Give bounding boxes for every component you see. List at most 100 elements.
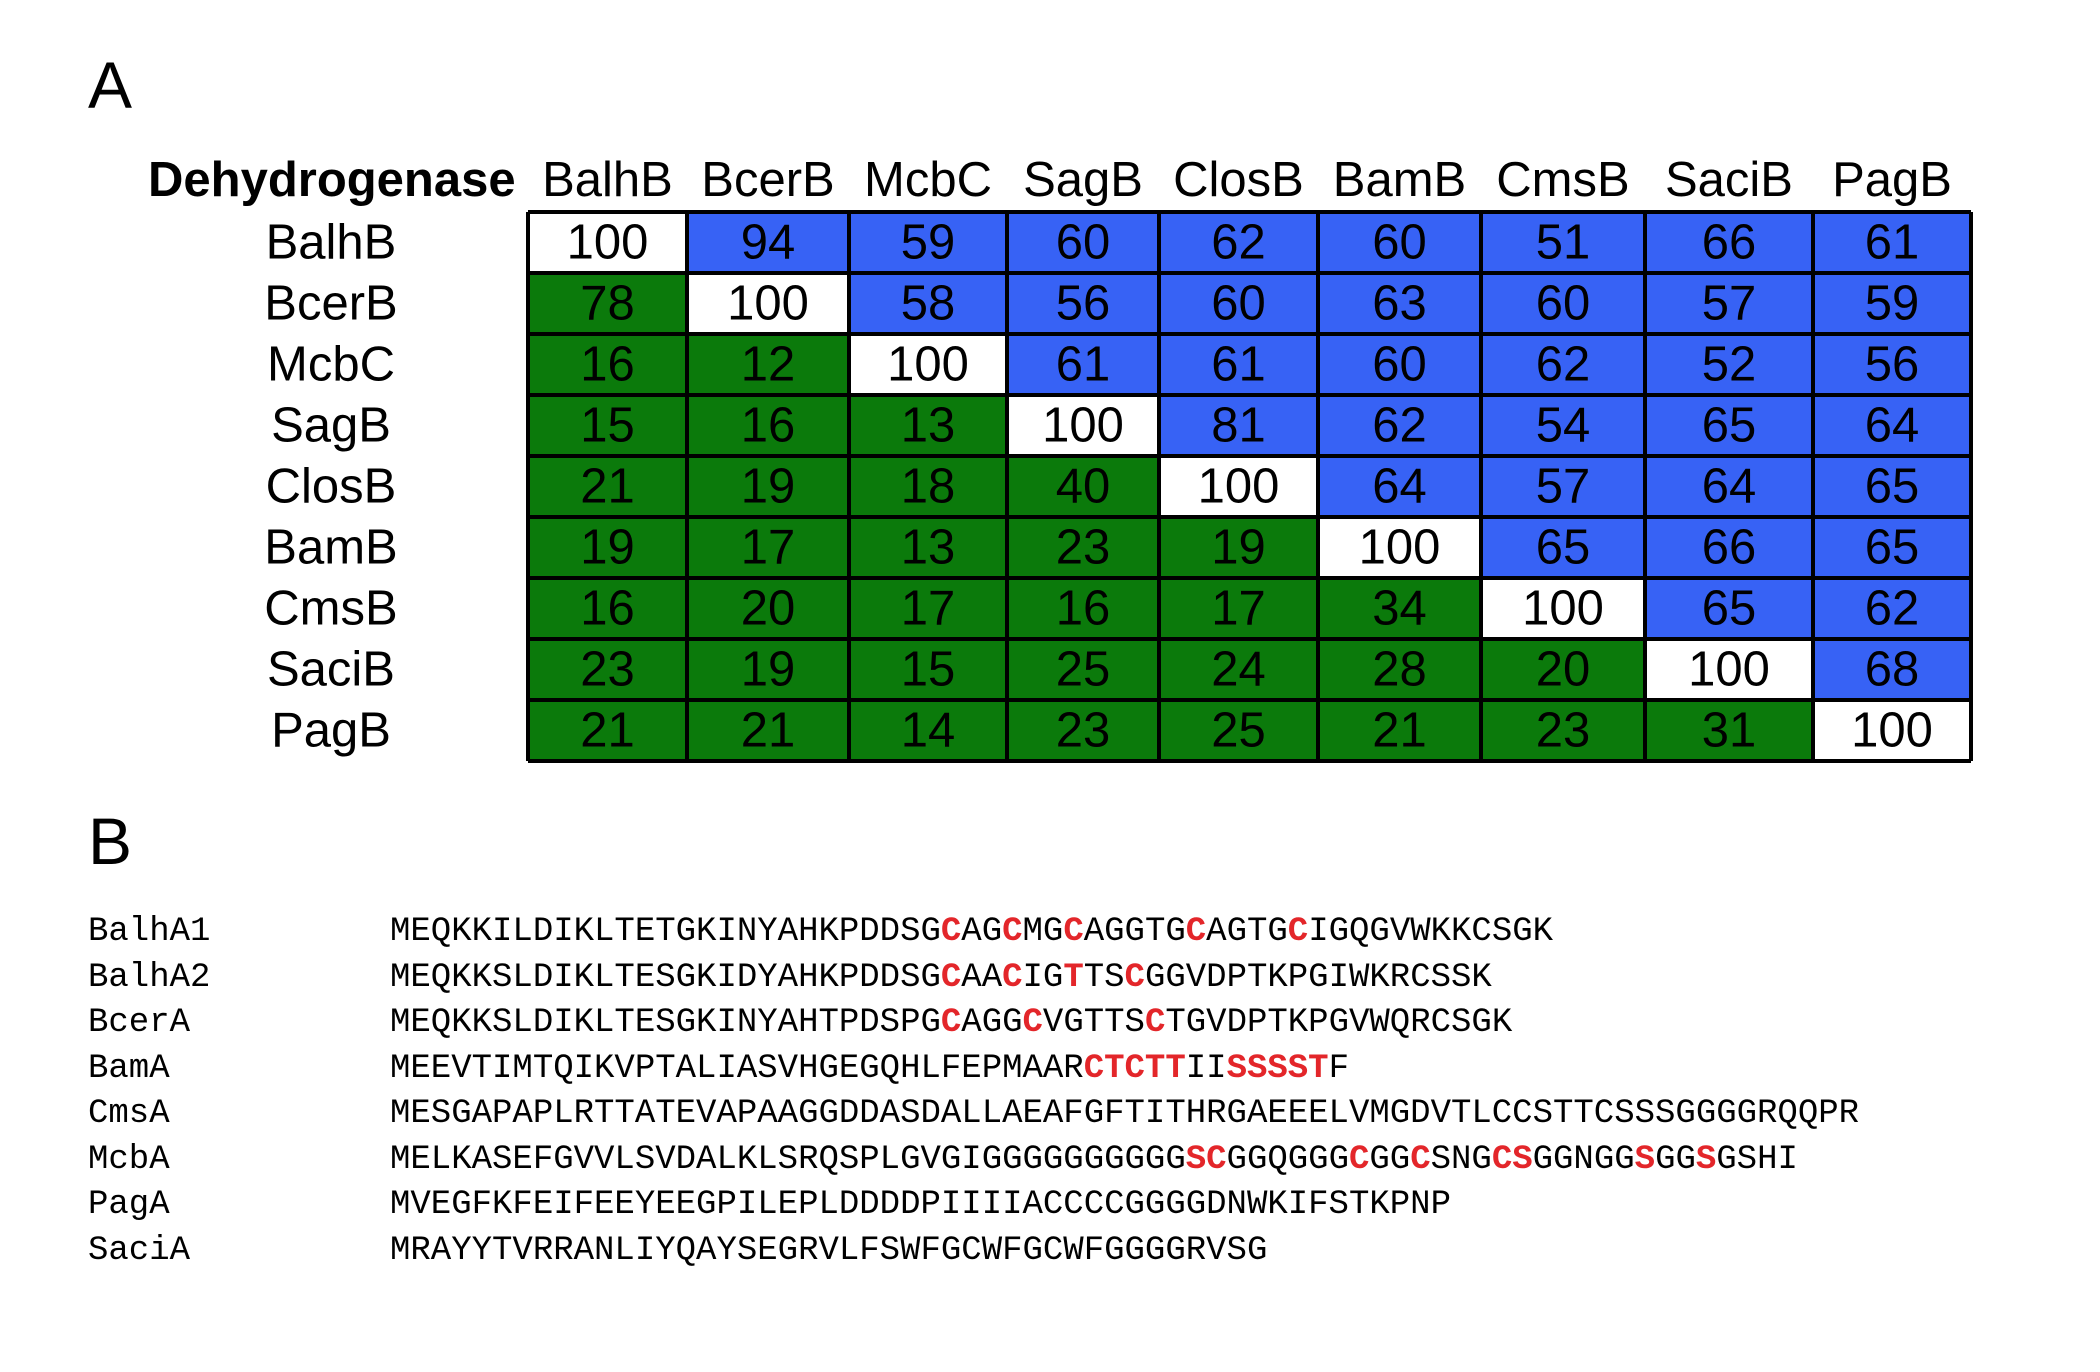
cell-value-label: 21 bbox=[741, 704, 796, 758]
sequence-segment: MVEGFKFEIFEEYEEGPILEPLDDDDPIIIIACCCCGGGG… bbox=[390, 1186, 1451, 1224]
cell-value-label: 65 bbox=[1865, 460, 1920, 514]
heatmap-cell bbox=[1813, 395, 1971, 456]
heatmap-cell bbox=[687, 273, 849, 334]
row-header: SaciB bbox=[267, 643, 395, 697]
cell-value-label: 15 bbox=[580, 399, 635, 453]
heatmap-cell bbox=[1318, 212, 1481, 273]
column-header: SagB bbox=[1023, 153, 1143, 207]
highlighted-residues: SC bbox=[1185, 1140, 1227, 1179]
row-header: CmsB bbox=[264, 582, 397, 636]
cell-value-label: 34 bbox=[1372, 582, 1427, 636]
sequence-segment: AGG bbox=[961, 1004, 1023, 1042]
heatmap-cell bbox=[528, 639, 687, 700]
cell-value-label: 28 bbox=[1372, 643, 1427, 697]
row-header: ClosB bbox=[266, 460, 397, 514]
cell-value-label: 13 bbox=[901, 399, 956, 453]
heatmap-cell bbox=[687, 456, 849, 517]
heatmap-cell bbox=[687, 334, 849, 395]
cell-value-label: 57 bbox=[1536, 460, 1591, 514]
cell-value-label: 52 bbox=[1702, 338, 1757, 392]
heatmap-cell bbox=[528, 456, 687, 517]
highlighted-residues: C bbox=[1124, 958, 1145, 997]
row-headers: BalhB BcerB McbC SagB ClosB BamB CmsB SaciB PagB bbox=[264, 216, 397, 758]
highlighted-residues: C bbox=[1144, 1004, 1166, 1042]
heatmap-cell bbox=[1645, 212, 1813, 273]
sequence-segment: MEEVTIMTQIKVPTALIASVHGEGQHLFEPMAAR bbox=[390, 1049, 1084, 1088]
sequence-segment: TS bbox=[1083, 958, 1125, 997]
sequence-segment: MRAYYTVRRANLIYQAYSEGRVLFSWFGCWFGCWFGGGGR… bbox=[390, 1231, 1268, 1270]
heatmap-cell bbox=[1481, 334, 1645, 395]
cell-value-label: 24 bbox=[1211, 643, 1266, 697]
cell-value-label: 58 bbox=[901, 277, 956, 331]
cell-value-label: 20 bbox=[741, 582, 796, 636]
heatmap-cell bbox=[1318, 456, 1481, 517]
column-header: CmsB bbox=[1496, 153, 1629, 207]
sequence-segment: IGQGVWKKCSGK bbox=[1308, 913, 1554, 951]
cell-value-label: 63 bbox=[1372, 277, 1427, 331]
heatmap-cell bbox=[1159, 517, 1318, 578]
highlighted-residues: C bbox=[940, 958, 962, 997]
cell-value-label: 23 bbox=[1056, 704, 1111, 758]
highlighted-residues: C bbox=[1348, 1140, 1370, 1179]
cell-value-label: 62 bbox=[1211, 216, 1266, 270]
sequence-segment: II bbox=[1185, 1049, 1227, 1088]
sequence-segment: IG bbox=[1022, 958, 1064, 997]
cell-value-label: 25 bbox=[1211, 704, 1266, 758]
heatmap-gridlines bbox=[526, 210, 1973, 763]
heatmap-cell bbox=[528, 700, 687, 761]
highlighted-residues: C bbox=[1410, 1140, 1431, 1179]
cell-value-label: 59 bbox=[1865, 277, 1920, 331]
cell-value-label: 19 bbox=[741, 460, 796, 514]
corner-label: Dehydrogenase bbox=[148, 153, 516, 207]
heatmap-cell bbox=[1007, 700, 1159, 761]
cell-value-label: 60 bbox=[1536, 277, 1591, 331]
cell-value-label: 13 bbox=[901, 521, 956, 575]
heatmap-cell bbox=[687, 700, 849, 761]
highlighted-residues: S bbox=[1634, 1140, 1656, 1179]
cell-value-label: 54 bbox=[1536, 399, 1591, 453]
cell-value-label: 21 bbox=[1372, 704, 1427, 758]
heatmap-cell bbox=[1813, 334, 1971, 395]
cell-value-label: 23 bbox=[1536, 704, 1591, 758]
heatmap-cell bbox=[1813, 212, 1971, 273]
column-header: BcerB bbox=[701, 153, 834, 207]
sequence-segment: VGTTS bbox=[1042, 1004, 1145, 1042]
highlighted-residues: CTCTT bbox=[1083, 1049, 1186, 1088]
cell-value-label: 17 bbox=[741, 521, 796, 575]
cell-value-label: 65 bbox=[1702, 399, 1757, 453]
sequence-segment: AA bbox=[961, 958, 1003, 997]
cell-value-label: 100 bbox=[1359, 521, 1441, 575]
heatmap-cell bbox=[687, 395, 849, 456]
sequence-segment: MELKASEFGVVLSVDALKLSRQSPLGVGIGGGGGGGGGG bbox=[390, 1140, 1186, 1179]
identity-heatmap: Dehydrogenase BalhB BcerB McbC SagB ClosB Bam… bbox=[148, 153, 1973, 763]
heatmap-cell bbox=[1481, 700, 1645, 761]
heatmap-cell bbox=[1007, 334, 1159, 395]
heatmap-cells: 100 94 59 60 62 60 51 66 61 78 100 58 56 60 63 60 57 59 16… bbox=[528, 212, 1971, 761]
sequence-segment: GG bbox=[1655, 1140, 1696, 1179]
sequence-name: SaciA bbox=[88, 1231, 191, 1270]
cell-value-label: 21 bbox=[580, 704, 635, 758]
cell-value-label: 15 bbox=[901, 643, 956, 697]
cell-value-label: 100 bbox=[1198, 460, 1280, 514]
sequence-segment: GGQGGG bbox=[1226, 1140, 1349, 1179]
row-header: BcerB bbox=[264, 277, 397, 331]
cell-value-label: 20 bbox=[1536, 643, 1591, 697]
heatmap-cell bbox=[849, 578, 1007, 639]
cell-value-label: 21 bbox=[580, 460, 635, 514]
heatmap-cell bbox=[687, 517, 849, 578]
highlighted-residues: C bbox=[1063, 913, 1084, 951]
cell-value-label: 61 bbox=[1211, 338, 1266, 392]
cell-value-label: 62 bbox=[1865, 582, 1920, 636]
sequence-segment: GGNGG bbox=[1532, 1140, 1635, 1179]
cell-value-label: 62 bbox=[1372, 399, 1427, 453]
sequence-segment: F bbox=[1328, 1049, 1349, 1088]
cell-value-label: 61 bbox=[1865, 216, 1920, 270]
cell-value-label: 19 bbox=[580, 521, 635, 575]
heatmap-cell bbox=[1645, 273, 1813, 334]
heatmap-cell bbox=[1813, 578, 1971, 639]
cell-value-label: 17 bbox=[1211, 582, 1266, 636]
cell-value-label: 100 bbox=[1042, 399, 1124, 453]
cell-value-label: 12 bbox=[741, 338, 796, 392]
highlighted-residues: C bbox=[940, 1004, 962, 1042]
heatmap-cell bbox=[1007, 456, 1159, 517]
